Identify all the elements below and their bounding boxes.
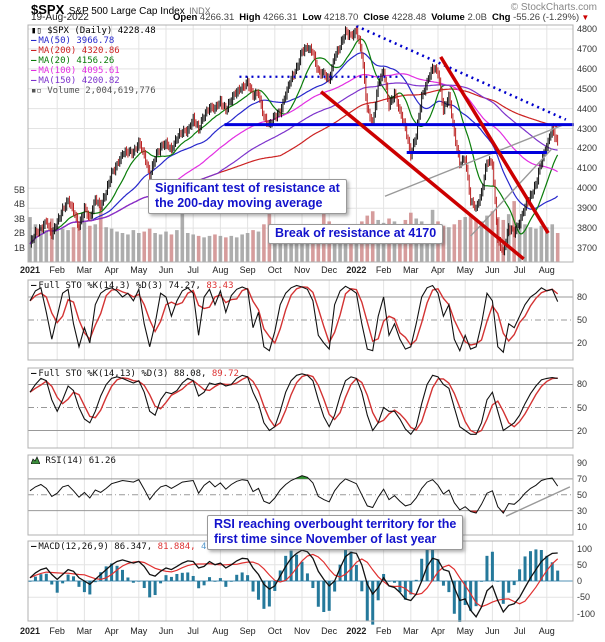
annotation-line: Significant test of resistance at bbox=[155, 181, 340, 195]
quote-value: -55.26 (-1.29%) bbox=[510, 12, 580, 23]
chart-header: $SPX S&P 500 Large Cap Index INDX bbox=[31, 1, 211, 19]
series-dash-icon: — bbox=[31, 36, 37, 46]
ma-legend-text: MA(100) 4095.61 bbox=[38, 66, 120, 76]
series-dash-icon: — bbox=[31, 542, 37, 552]
rsi-legend: RSI(14) 61.26 bbox=[30, 456, 116, 466]
series-dash-icon: — bbox=[31, 369, 37, 379]
sto-slow-label: Full STO %K(14,13) %D(3) bbox=[38, 369, 169, 379]
trendline-downtrend-red-1 bbox=[319, 90, 525, 261]
quote-label: Open bbox=[173, 12, 198, 23]
volume-icon: ▪▫ bbox=[31, 86, 42, 96]
chg-down-arrow-icon: ▼ bbox=[579, 13, 590, 22]
ma-line bbox=[29, 38, 559, 245]
sto-fast-k-line bbox=[29, 284, 559, 354]
exchange: INDX bbox=[189, 6, 211, 16]
ma-legend-text: MA(50) 3966.78 bbox=[38, 36, 115, 46]
price-panel-frame bbox=[27, 24, 574, 263]
callout-pointer-line bbox=[384, 124, 564, 197]
price-panel-legend: ▮▯ $SPX (Daily) 4228.48 — MA(50) 3966.78—… bbox=[31, 26, 156, 96]
macd-line bbox=[29, 549, 558, 618]
macd-histogram bbox=[28, 541, 560, 625]
rsi-value: 61.26 bbox=[88, 456, 116, 466]
series-dash-icon: — bbox=[31, 76, 37, 86]
sto-fast-d-value: 83.43 bbox=[206, 281, 234, 291]
annotation-rsi-overbought: RSI reaching overbought territory for th… bbox=[207, 515, 464, 550]
candlesticks bbox=[30, 26, 559, 256]
ma-legend-text: MA(150) 4200.82 bbox=[38, 76, 120, 86]
sto-slow-panel-frame bbox=[27, 367, 574, 449]
quote-label: Close bbox=[363, 12, 390, 23]
sto-slow-legend: — Full STO %K(14,13) %D(3) 88.08, 89.72 bbox=[31, 369, 239, 379]
annotation-resistance-test: Significant test of resistance at the 20… bbox=[148, 179, 347, 214]
series-dash-icon: — bbox=[31, 281, 37, 291]
ma-legend-text: MA(200) 4320.86 bbox=[38, 46, 120, 56]
sto-fast-k-value: 74.27, bbox=[168, 281, 201, 291]
series-dash-icon: — bbox=[31, 46, 37, 56]
sto-slow-k-line bbox=[29, 373, 558, 436]
ma-legend-text: MA(20) 4156.26 bbox=[38, 56, 115, 66]
sto-fast-d-line bbox=[29, 286, 559, 347]
sto-slow-d-value: 89.72 bbox=[211, 369, 239, 379]
series-dash-icon: — bbox=[31, 56, 37, 66]
sto-fast-label: Full STO %K(14,3) %D(3) bbox=[38, 281, 164, 291]
quote-value: 4218.70 bbox=[321, 12, 359, 23]
volume-legend-row: ▪▫ Volume 2,004,619,776 bbox=[31, 86, 156, 96]
quote-label: Chg bbox=[492, 12, 511, 23]
ma-legend-row: — MA(150) 4200.82 bbox=[31, 76, 156, 86]
trendline-downtrend-dotted bbox=[355, 24, 567, 121]
ohlc-quote-bar: Open 4266.31 High 4266.31 Low 4218.70 Close… bbox=[168, 12, 589, 23]
annotation-line: RSI reaching overbought territory for th… bbox=[214, 517, 457, 531]
symbol-legend-text: $SPX (Daily) 4228.48 bbox=[47, 26, 156, 36]
sto-fast-legend: — Full STO %K(14,3) %D(3) 74.27, 83.43 bbox=[31, 281, 234, 291]
stockcharts-credit: © StockCharts.com bbox=[510, 2, 597, 13]
quote-value: 4228.48 bbox=[389, 12, 427, 23]
ma-legend-row: — MA(100) 4095.61 bbox=[31, 66, 156, 76]
price-grid bbox=[56, 25, 548, 262]
macd-legend: —MACD(12,26,9) 86.347, 81.884, 4.462 bbox=[31, 542, 228, 552]
callout-pointer-line bbox=[470, 147, 553, 237]
quote-value: 4266.31 bbox=[260, 12, 298, 23]
macd-signal-line bbox=[29, 553, 559, 608]
macd-label: MACD(12,26,9) bbox=[38, 542, 109, 552]
trendline-downtrend-red-2 bbox=[439, 55, 550, 234]
sto-slow-k-value: 88.08, bbox=[173, 369, 207, 379]
quote-value: 2.0B bbox=[464, 12, 487, 23]
macd-signal-value: 81.884, bbox=[157, 542, 196, 552]
sto-slow-d-line bbox=[29, 374, 558, 434]
annotation-break-4170: Break of resistance at 4170 bbox=[268, 224, 444, 244]
annotation-line: the 200-day moving average bbox=[155, 196, 323, 210]
ma-legend-row: — MA(50) 3966.78 bbox=[31, 36, 156, 46]
annotation-line: first time since November of last year bbox=[214, 532, 437, 546]
callout-pointer-line bbox=[505, 486, 571, 517]
quote-label: Volume bbox=[431, 12, 465, 23]
macd-value: 86.347, bbox=[114, 542, 153, 552]
symbol-legend-row: ▮▯ $SPX (Daily) 4228.48 bbox=[31, 26, 156, 36]
candlestick-icon: ▮▯ bbox=[31, 26, 42, 36]
annotation-line: Break of resistance at 4170 bbox=[275, 226, 437, 240]
quote-label: High bbox=[239, 12, 261, 23]
quote-label: Low bbox=[302, 12, 322, 23]
ma-legend-row: — MA(20) 4156.26 bbox=[31, 56, 156, 66]
quote-value: 4266.31 bbox=[197, 12, 235, 23]
symbol: $SPX bbox=[31, 2, 65, 17]
sto-fast-panel-frame bbox=[27, 279, 574, 361]
rsi-label: RSI(14) bbox=[45, 456, 84, 466]
chart-date: 19-Aug-2022 bbox=[31, 12, 89, 23]
series-dash-icon: — bbox=[31, 66, 37, 76]
rsi-line bbox=[29, 475, 559, 514]
indicator-area-icon bbox=[30, 456, 41, 465]
ma-legend-row: — MA(200) 4320.86 bbox=[31, 46, 156, 56]
ma-line bbox=[29, 52, 559, 245]
symbol-name: S&P 500 Large Cap Index bbox=[68, 6, 185, 17]
volume-legend-text: Volume 2,004,619,776 bbox=[47, 86, 156, 96]
